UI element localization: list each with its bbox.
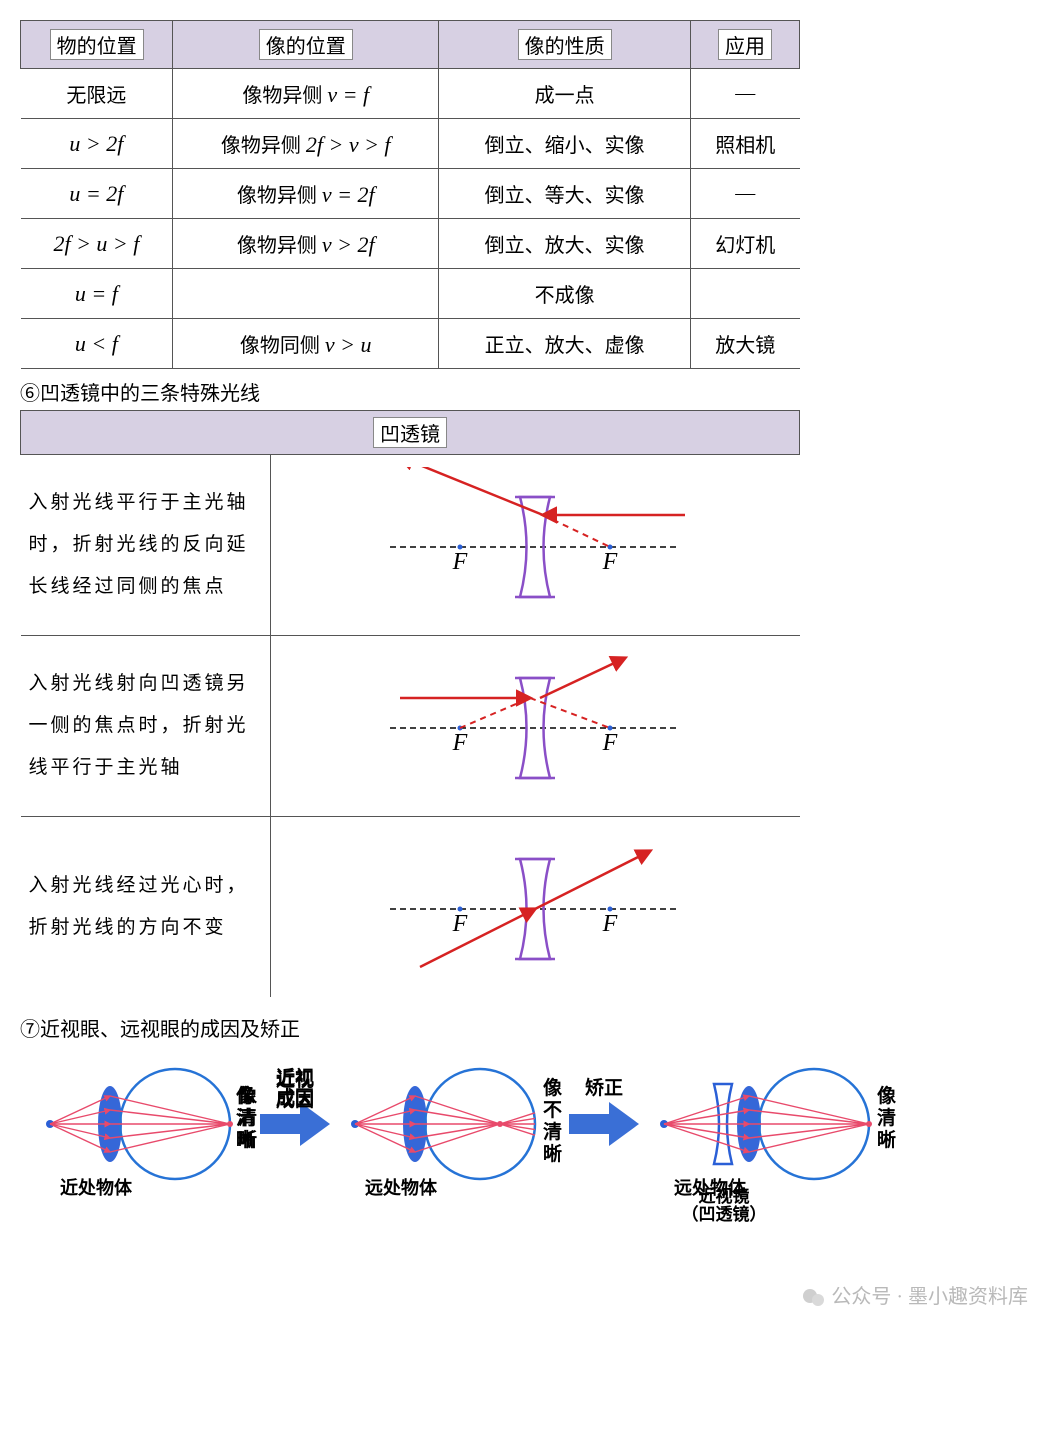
svg-text:像: 像: [543, 1076, 563, 1099]
svg-text:像: 像: [238, 1084, 258, 1107]
wechat-footer: 公众号 · 墨小趣资料库: [0, 1270, 1048, 1310]
svg-text:不: 不: [543, 1100, 562, 1121]
table-row: 入射光线经过光心时，折射光线的方向不变 F F: [21, 817, 800, 998]
svg-text:F: F: [602, 911, 618, 937]
svg-text:近处物体: 近处物体: [60, 1177, 133, 1198]
wechat-icon: [802, 1286, 826, 1310]
svg-text:晰: 晰: [238, 1129, 257, 1151]
section6-label: ⑥凹透镜中的三条特殊光线: [20, 377, 1028, 406]
table-row: u > 2f像物异侧 2f > v > f倒立、缩小、实像照相机: [21, 119, 800, 169]
table-row: 入射光线射向凹透镜另一侧的焦点时，折射光线平行于主光轴 F F: [21, 636, 800, 817]
svg-text:F: F: [602, 730, 618, 756]
svg-text:清: 清: [877, 1106, 896, 1129]
t2-header: 凹透镜: [373, 417, 447, 448]
svg-text:F: F: [452, 911, 468, 937]
table-row: u = 2f像物异侧 v = 2f倒立、等大、实像—: [21, 169, 800, 219]
concave-lens-rays-table: 凹透镜 入射光线平行于主光轴时，折射光线的反向延长线经过同侧的焦点 F F: [20, 410, 800, 997]
table-row: 无限远像物异侧 v = f成一点—: [21, 69, 800, 119]
svg-text:近视: 近视: [276, 1068, 314, 1091]
t1-th-2: 像的性质: [439, 21, 691, 69]
svg-text:F: F: [452, 549, 468, 575]
table-row: u = f不成像: [21, 269, 800, 319]
section7-label: ⑦近视眼、远视眼的成因及矫正: [20, 1013, 1028, 1042]
svg-text:F: F: [602, 549, 618, 575]
svg-text:成因: 成因: [276, 1088, 314, 1111]
t1-th-1: 像的位置: [173, 21, 439, 69]
myopia-diagram: 近处物体像清晰近视成因近视成因远处物体像不清晰矫正远处物体像清晰近视镜（凹透镜）…: [20, 1054, 1028, 1230]
lens-imaging-table: 物的位置 像的位置 像的性质 应用 无限远像物异侧 v = f成一点—u > 2…: [20, 20, 800, 369]
t1-th-3: 应用: [691, 21, 800, 69]
svg-text:远处物体: 远处物体: [365, 1177, 438, 1198]
t1-th-0: 物的位置: [21, 21, 173, 69]
svg-text:近视镜: 近视镜: [699, 1186, 750, 1206]
table-row: u < f像物同侧 v > u正立、放大、虚像放大镜: [21, 319, 800, 369]
svg-text:清: 清: [543, 1120, 562, 1143]
table-row: 入射光线平行于主光轴时，折射光线的反向延长线经过同侧的焦点 F F: [21, 455, 800, 636]
svg-text:晰: 晰: [543, 1143, 562, 1165]
svg-text:像: 像: [877, 1084, 897, 1107]
table-row: 2f > u > f像物异侧 v > 2f倒立、放大、实像幻灯机: [21, 219, 800, 269]
svg-text:F: F: [452, 730, 468, 756]
svg-text:矫正: 矫正: [585, 1076, 623, 1099]
svg-text:晰: 晰: [877, 1129, 896, 1151]
svg-text:（凹透镜）: （凹透镜）: [682, 1204, 767, 1224]
svg-text:清: 清: [238, 1106, 257, 1129]
